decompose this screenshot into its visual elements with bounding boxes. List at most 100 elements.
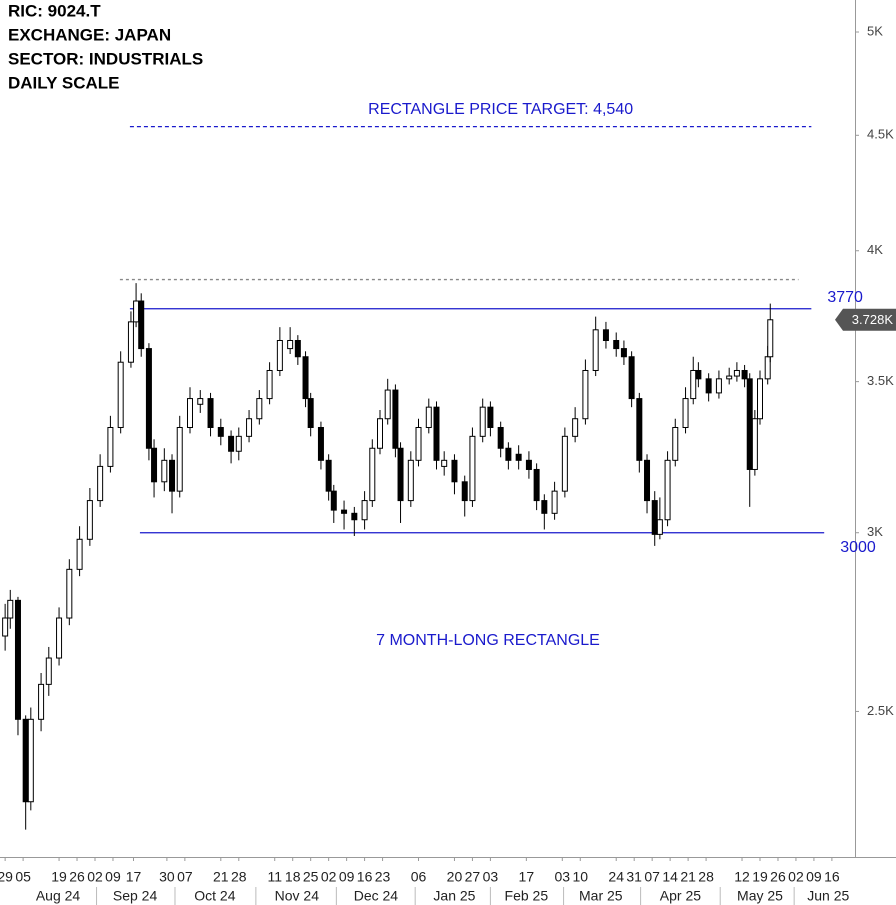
x-tick-label: 07: [644, 869, 660, 885]
level-label: 3770: [827, 289, 863, 306]
candle-body: [145, 348, 152, 449]
level-label: RECTANGLE PRICE TARGET: 4,540: [368, 101, 633, 118]
candle-body: [572, 418, 579, 437]
x-tick-label: 07: [177, 869, 193, 885]
y-tick-label: 3.5K: [867, 373, 894, 388]
x-tick-label: 16: [357, 869, 373, 885]
candle-body: [256, 398, 263, 420]
month-label: Dec 24: [354, 888, 399, 904]
x-tick-label: 18: [285, 869, 301, 885]
x-tick-label: 02: [321, 869, 337, 885]
month-label: Nov 24: [275, 888, 320, 904]
title-line: SECTOR: INDUSTRIALS: [8, 49, 203, 68]
candle-body: [764, 356, 771, 380]
x-tick-label: 14: [662, 869, 678, 885]
candle-body: [741, 369, 748, 380]
candle-body: [117, 361, 124, 428]
candle-body: [107, 426, 114, 467]
candle-body: [294, 339, 301, 358]
title-line: DAILY SCALE: [8, 73, 119, 92]
candle-body: [690, 369, 697, 400]
candle-body: [541, 500, 548, 514]
candle-body: [433, 406, 440, 461]
x-tick-label: 03: [483, 869, 499, 885]
candle-body: [228, 435, 235, 452]
candle-body: [161, 459, 168, 483]
candle-body: [767, 319, 774, 358]
candle-body: [441, 459, 448, 467]
x-tick-label: 09: [339, 869, 355, 885]
candle-body: [351, 512, 358, 521]
candle-body: [620, 348, 627, 358]
candle-body: [656, 519, 663, 535]
candle-body: [672, 426, 679, 461]
x-tick-label: 28: [231, 869, 247, 885]
x-tick-label: 09: [105, 869, 121, 885]
x-tick-label: 02: [788, 869, 804, 885]
candle-body: [38, 683, 45, 720]
x-tick-label: 21: [680, 869, 696, 885]
x-tick-label: 24: [608, 869, 624, 885]
candle-body: [746, 378, 753, 470]
candle-body: [582, 369, 589, 420]
candle-body: [505, 447, 512, 461]
annotation: 7 MONTH-LONG RECTANGLE: [376, 632, 600, 649]
x-tick-label: 02: [87, 869, 103, 885]
x-tick-label: 27: [465, 869, 481, 885]
price-badge-label: 3.728K: [852, 312, 894, 327]
x-tick-label: 10: [572, 869, 588, 885]
candle-body: [276, 339, 283, 371]
x-tick-label: 12: [734, 869, 750, 885]
y-tick-label: 4.5K: [867, 127, 894, 142]
candle-body: [307, 398, 314, 428]
candle-body: [176, 426, 183, 492]
candle-body: [397, 447, 404, 502]
month-label: Mar 25: [579, 888, 623, 904]
candle-body: [377, 418, 383, 449]
x-tick-label: 17: [126, 869, 142, 885]
x-tick-label: 03: [555, 869, 571, 885]
candle-body: [425, 406, 432, 428]
title-line: EXCHANGE: JAPAN: [8, 25, 171, 44]
x-tick-label: 20: [447, 869, 463, 885]
x-tick-label: 29: [0, 869, 13, 885]
candle-body: [592, 329, 599, 371]
candle-body: [695, 369, 702, 380]
candle-body: [515, 453, 522, 461]
candle-body: [715, 378, 722, 394]
candle-body: [487, 406, 494, 428]
candle-body: [317, 426, 324, 461]
candle-body: [664, 459, 671, 521]
x-tick-label: 21: [213, 869, 229, 885]
candle-body: [682, 398, 689, 428]
candle-body: [407, 459, 414, 502]
x-tick-label: 09: [806, 869, 822, 885]
candle-body: [266, 369, 273, 400]
candle-body: [76, 538, 83, 570]
candle-body: [302, 356, 309, 400]
x-tick-label: 26: [770, 869, 786, 885]
month-label: Jan 25: [433, 888, 475, 904]
candle-body: [525, 459, 532, 470]
candle-body: [561, 435, 568, 492]
candle-body: [705, 378, 712, 394]
x-tick-label: 19: [51, 869, 67, 885]
candle-body: [246, 418, 253, 437]
month-label: May 25: [737, 888, 783, 904]
month-label: Oct 24: [194, 888, 235, 904]
candle-body: [2, 617, 9, 637]
month-label: Feb 25: [505, 888, 549, 904]
candle-body: [45, 657, 52, 685]
candle-body: [644, 459, 651, 502]
x-tick-label: 16: [824, 869, 840, 885]
x-tick-label: 26: [69, 869, 85, 885]
month-label: Aug 24: [36, 888, 81, 904]
candle-body: [384, 389, 391, 420]
x-tick-label: 23: [375, 869, 391, 885]
candle-body: [733, 369, 740, 377]
candle-body: [187, 398, 193, 428]
candle-body: [533, 468, 540, 502]
candle-body: [497, 426, 504, 449]
candle-body: [151, 447, 158, 483]
